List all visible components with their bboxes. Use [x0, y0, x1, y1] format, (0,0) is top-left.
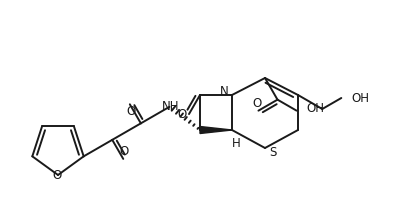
- Text: OH: OH: [306, 102, 324, 115]
- Text: O: O: [177, 107, 187, 121]
- Polygon shape: [200, 127, 232, 133]
- Text: NH: NH: [162, 100, 179, 113]
- Text: O: O: [52, 168, 62, 182]
- Text: O: O: [120, 145, 129, 158]
- Text: O: O: [253, 97, 262, 110]
- Text: S: S: [269, 145, 277, 159]
- Text: O: O: [126, 105, 136, 118]
- Text: H: H: [232, 137, 240, 149]
- Text: N: N: [220, 85, 228, 97]
- Text: OH: OH: [351, 91, 369, 105]
